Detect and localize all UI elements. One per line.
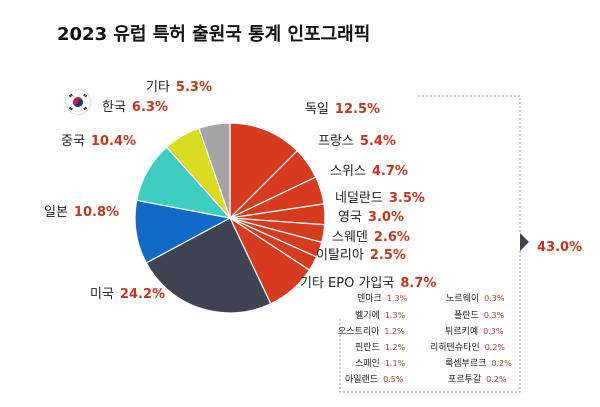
pie-slice-0 [229,122,299,220]
pie-slice-8 [145,217,272,314]
breakdown-item: 폴란드 0.3% [454,311,505,321]
label-france: 프랑스 5.4% [318,134,396,149]
breakdown-item: 튀르키예 0.3% [445,327,504,337]
label-china: 중국 10.4% [61,134,137,149]
label-germany: 독일 12.5% [305,102,381,117]
label-korea: 한국 6.3% [102,100,168,115]
bracket-top [418,95,521,233]
leader-line [265,106,300,134]
pie-slice-12 [198,122,231,219]
breakdown-item: 리히텐슈타인 0.2% [430,343,506,353]
label-switzerland: 스위스 4.7% [330,164,408,179]
breakdown-item: 아일랜드 0.5% [345,375,404,385]
bracket-arrow-icon [520,233,529,251]
breakdown-item: 포르투갈 0.2% [448,375,507,385]
label-netherlands: 네덜란드 3.5% [335,191,425,206]
korea-flag-icon [66,90,90,114]
label-other: 기타 5.3% [146,80,212,95]
label-italy: 이탈리아 2.5% [316,248,406,263]
breakdown-item: 룩셈부르크 0.2% [445,359,512,369]
bracket-bottom [339,251,521,393]
label-usa: 미국 24.2% [90,287,166,302]
label-uk: 영국 3.0% [338,210,404,225]
breakdown-item: 벨기에 1.3% [355,311,406,321]
label-other-epo: 기타 EPO 가입국 8.7% [300,276,437,291]
breakdown-item: 노르웨이 0.3% [446,294,505,304]
breakdown-item: 덴마크 1.3% [357,294,408,304]
label-sweden: 스웨덴 2.6% [332,230,410,245]
breakdown-item: 오스트리아 1.2% [338,327,405,337]
chart-title: 2023 유럽 특허 출원국 통계 인포그래픽 [57,24,371,45]
label-japan: 일본 10.8% [44,205,120,220]
bracket-total-label: 43.0% [537,240,583,255]
breakdown-item: 스페인 1.1% [355,359,406,369]
breakdown-item: 핀란드 1.2% [355,343,406,353]
